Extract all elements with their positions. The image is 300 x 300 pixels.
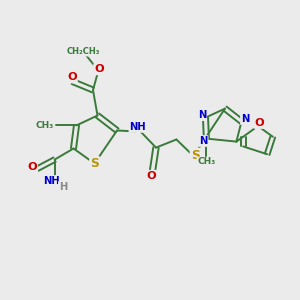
Text: O: O: [27, 162, 37, 172]
Text: O: O: [255, 118, 264, 128]
Text: CH₃: CH₃: [197, 158, 215, 166]
Text: CH₃: CH₃: [36, 121, 54, 130]
Text: N: N: [199, 136, 208, 146]
Text: O: O: [94, 64, 104, 74]
Text: NH: NH: [43, 176, 59, 186]
Text: O: O: [67, 72, 77, 82]
Text: N: N: [241, 114, 249, 124]
Text: S: S: [90, 157, 99, 170]
Text: CH₂CH₃: CH₂CH₃: [66, 47, 100, 56]
Text: NH: NH: [129, 122, 146, 132]
Text: O: O: [146, 171, 156, 181]
Text: H: H: [59, 182, 67, 192]
Text: N: N: [198, 110, 206, 120]
Text: S: S: [190, 148, 200, 162]
